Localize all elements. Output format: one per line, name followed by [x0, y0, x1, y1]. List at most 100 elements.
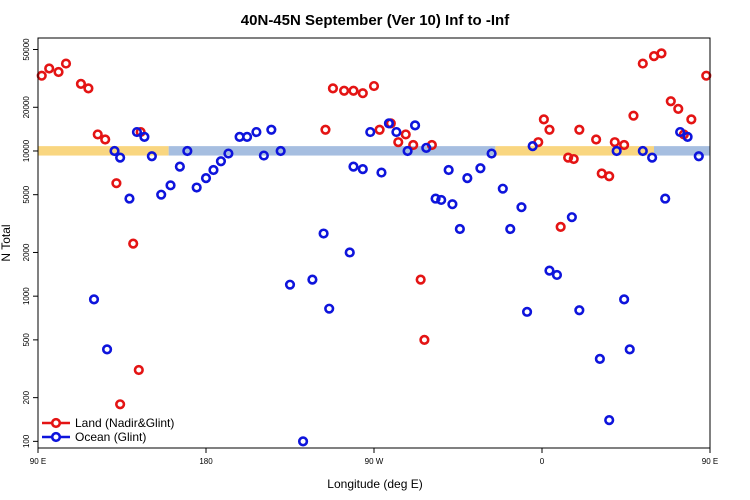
band-segment-blue	[168, 146, 496, 156]
band-segment-yellow	[38, 146, 169, 156]
land-point	[419, 334, 430, 345]
land-point	[538, 114, 549, 125]
ocean-point	[146, 151, 157, 162]
land-point	[609, 137, 620, 148]
ocean-point	[604, 415, 615, 426]
land-point	[348, 85, 359, 96]
ocean-point	[251, 126, 262, 138]
ocean-point	[365, 126, 376, 138]
ocean-point	[443, 164, 454, 176]
land-point	[393, 137, 404, 148]
ocean-point	[200, 173, 212, 184]
ocean-point	[660, 193, 671, 204]
ocean-point	[139, 131, 150, 143]
ocean-point	[611, 145, 622, 157]
land-point	[563, 152, 574, 163]
ocean-point	[521, 306, 533, 317]
land-point	[100, 134, 111, 145]
ocean-point	[436, 194, 447, 206]
ocean-point	[624, 344, 635, 355]
y-tick-label: 500	[22, 333, 31, 347]
ocean-point	[376, 167, 387, 178]
ocean-point	[318, 228, 329, 239]
y-tick-label: 2000	[22, 243, 31, 261]
land-point	[53, 66, 64, 78]
x-axis: 90 E 180 90 W 0 90 E	[30, 448, 718, 466]
land-point	[591, 134, 602, 145]
ocean-point	[357, 164, 368, 175]
ocean-point	[165, 180, 176, 191]
y-tick-label: 20000	[22, 96, 31, 119]
land-point	[128, 238, 139, 249]
band-segment-blue	[654, 146, 710, 156]
ocean-point	[462, 173, 473, 184]
ocean-point	[497, 183, 508, 194]
legend-marker	[50, 431, 62, 443]
x-tick-label: 90 E	[702, 457, 718, 466]
ocean-point	[109, 145, 120, 157]
ocean-point	[88, 294, 100, 305]
y-axis: 100 200 500 1000 2000 5000 10000 20000 50000	[22, 38, 38, 448]
reference-band	[38, 146, 710, 156]
x-tick-label: 90 W	[365, 457, 384, 466]
ocean-point	[619, 294, 630, 305]
land-point	[604, 171, 615, 182]
y-tick-label: 200	[22, 390, 31, 404]
land-point	[408, 139, 419, 151]
land-point	[656, 48, 667, 59]
ocean-point	[266, 124, 277, 135]
ocean-point	[505, 223, 516, 235]
land-point	[368, 80, 380, 92]
ocean-point	[430, 193, 441, 204]
ocean-point	[693, 151, 704, 162]
land-point	[83, 83, 94, 94]
ocean-point	[284, 279, 296, 290]
ocean-point	[275, 145, 286, 157]
land-point	[115, 399, 126, 410]
y-tick-label: 50000	[22, 38, 31, 61]
land-point	[327, 83, 339, 94]
ocean-point	[544, 265, 555, 276]
legend: Land (Nadir&Glint)Ocean (Glint)	[42, 416, 174, 444]
land-point	[619, 139, 630, 151]
ocean-point	[421, 142, 432, 154]
land-point	[60, 58, 72, 69]
land-point	[673, 103, 684, 114]
land-point	[75, 78, 87, 89]
data-points	[36, 48, 712, 447]
land-point	[357, 88, 368, 99]
ocean-point	[182, 145, 193, 157]
y-axis-label: N Total	[0, 224, 13, 261]
x-tick-label: 90 E	[30, 457, 46, 466]
land-point	[555, 221, 566, 232]
land-point	[374, 124, 385, 135]
land-point	[574, 124, 585, 135]
ocean-point	[131, 126, 143, 138]
ocean-point	[402, 145, 413, 157]
land-point	[339, 85, 350, 96]
band-segment-yellow	[495, 146, 654, 156]
land-point	[133, 364, 144, 376]
ocean-point	[223, 148, 234, 159]
ocean-point	[675, 126, 686, 138]
legend-marker	[50, 417, 62, 429]
land-point	[36, 70, 47, 81]
legend-label: Land (Nadir&Glint)	[75, 416, 174, 430]
land-point	[111, 178, 122, 189]
y-tick-label: 10000	[22, 139, 31, 162]
ocean-point	[391, 126, 402, 138]
ocean-point	[594, 353, 605, 364]
x-tick-label: 0	[540, 457, 545, 466]
ocean-point	[258, 150, 269, 161]
ocean-point	[156, 189, 167, 200]
land-point	[544, 124, 555, 135]
land-point	[415, 274, 426, 285]
ocean-point	[383, 118, 395, 129]
land-point	[320, 124, 331, 135]
ocean-point	[516, 202, 527, 213]
y-tick-label: 100	[22, 434, 31, 448]
land-point	[92, 129, 103, 140]
ocean-point	[344, 247, 355, 258]
ocean-point	[174, 161, 185, 172]
